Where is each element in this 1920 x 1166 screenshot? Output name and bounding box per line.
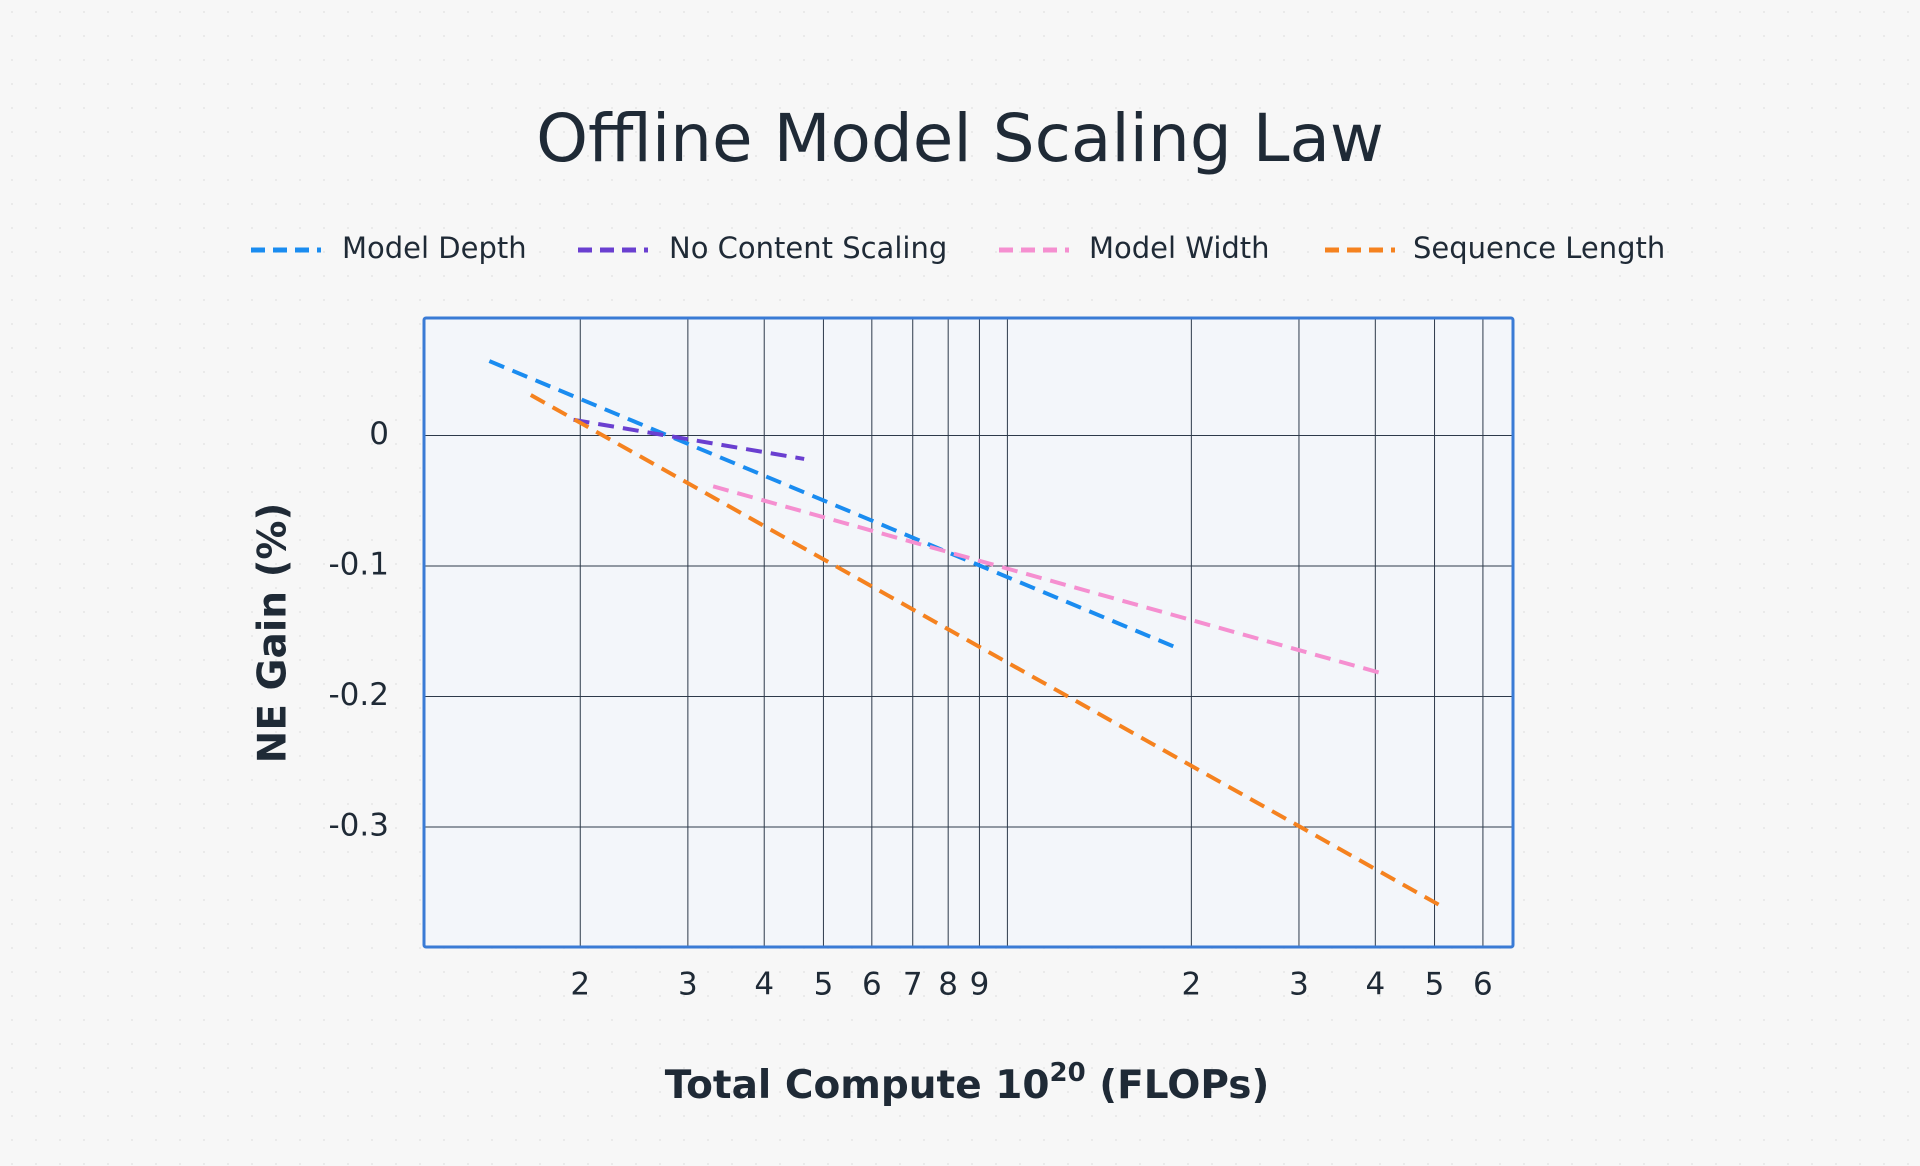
- y-tick-label: -0.3: [329, 807, 390, 843]
- legend-label: Sequence Length: [1413, 231, 1665, 265]
- y-tick-label: -0.2: [329, 677, 390, 713]
- x-tick-label: 9: [970, 967, 990, 1003]
- x-axis-label-text: Total Compute 10: [665, 1063, 1050, 1108]
- x-axis-label: Total Compute 1020 (FLOPs): [665, 1058, 1270, 1108]
- x-tick-label: 5: [814, 967, 834, 1003]
- series-line: [712, 484, 1382, 675]
- plot-background: [424, 318, 1513, 947]
- x-tick-label: 2: [570, 967, 590, 1003]
- series-line: [573, 417, 805, 461]
- legend-label: Model Width: [1089, 231, 1270, 265]
- x-tick-label: 3: [678, 967, 698, 1003]
- x-tick-label: 8: [938, 967, 958, 1003]
- x-tick-label: 5: [1425, 967, 1445, 1003]
- x-tick-label: 2: [1181, 967, 1201, 1003]
- x-tick-label: 4: [1365, 967, 1385, 1003]
- x-axis-label-exponent: 20: [1050, 1058, 1086, 1088]
- x-tick-label: 7: [903, 967, 923, 1003]
- x-tick-label: 6: [862, 967, 882, 1003]
- legend-label: No Content Scaling: [669, 231, 947, 265]
- plot-area: [422, 316, 1515, 949]
- chart-title: Offline Model Scaling Law: [536, 100, 1384, 177]
- x-tick-label: 4: [754, 967, 774, 1003]
- x-axis-label-unit: (FLOPs): [1086, 1063, 1270, 1108]
- x-tick-label: 6: [1473, 967, 1493, 1003]
- y-tick-label: -0.1: [329, 546, 390, 582]
- y-axis-label: NE Gain (%): [251, 503, 296, 764]
- legend-label: Model Depth: [342, 231, 527, 265]
- y-tick-label: 0: [369, 416, 389, 452]
- x-tick-label: 3: [1289, 967, 1309, 1003]
- plot-border: [422, 316, 1515, 949]
